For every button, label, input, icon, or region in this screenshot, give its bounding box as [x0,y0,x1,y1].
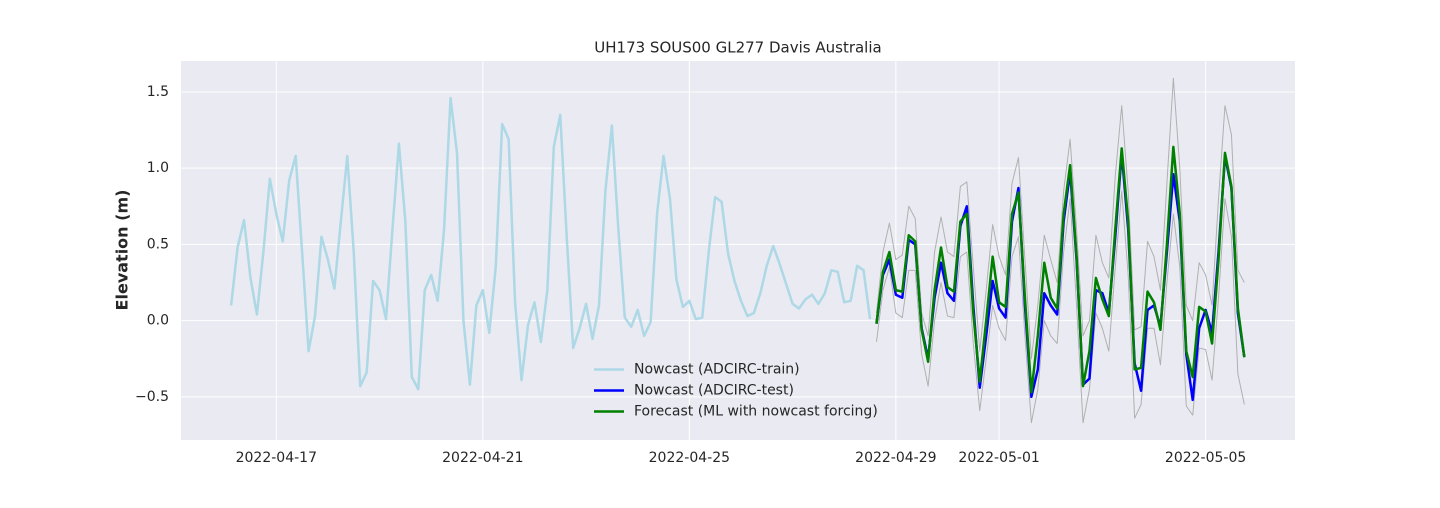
x-tick-label: 2022-04-25 [649,450,730,466]
y-tick-label: 1.0 [147,160,169,176]
y-tick-label: 0.0 [147,313,169,329]
x-tick-label: 2022-04-29 [855,450,936,466]
plot-area [181,61,1295,440]
y-tick-label: 1.5 [147,84,169,100]
x-tick-label: 2022-05-01 [958,450,1039,466]
chart-title: UH173 SOUS00 GL277 Davis Australia [594,39,881,57]
x-tick-label: 2022-04-17 [236,450,317,466]
y-axis-label: Elevation (m) [113,190,132,311]
series-line [875,145,1246,394]
series-line [875,190,1245,424]
series-line [875,77,1245,360]
x-tick-label: 2022-04-21 [442,450,523,466]
x-tick-label: 2022-05-05 [1165,450,1246,466]
legend-label: Nowcast (ADCIRC-test) [634,383,794,399]
grid [181,61,1295,440]
series-line [229,96,872,391]
y-tick-label: 0.5 [147,236,169,252]
legend-label: Forecast (ML with nowcast forcing) [634,404,878,420]
y-tick-label: −0.5 [135,389,169,405]
legend-label: Nowcast (ADCIRC-train) [634,362,800,378]
lines [229,77,1246,424]
legend: Nowcast (ADCIRC-train) Nowcast (ADCIRC-te… [594,362,878,420]
